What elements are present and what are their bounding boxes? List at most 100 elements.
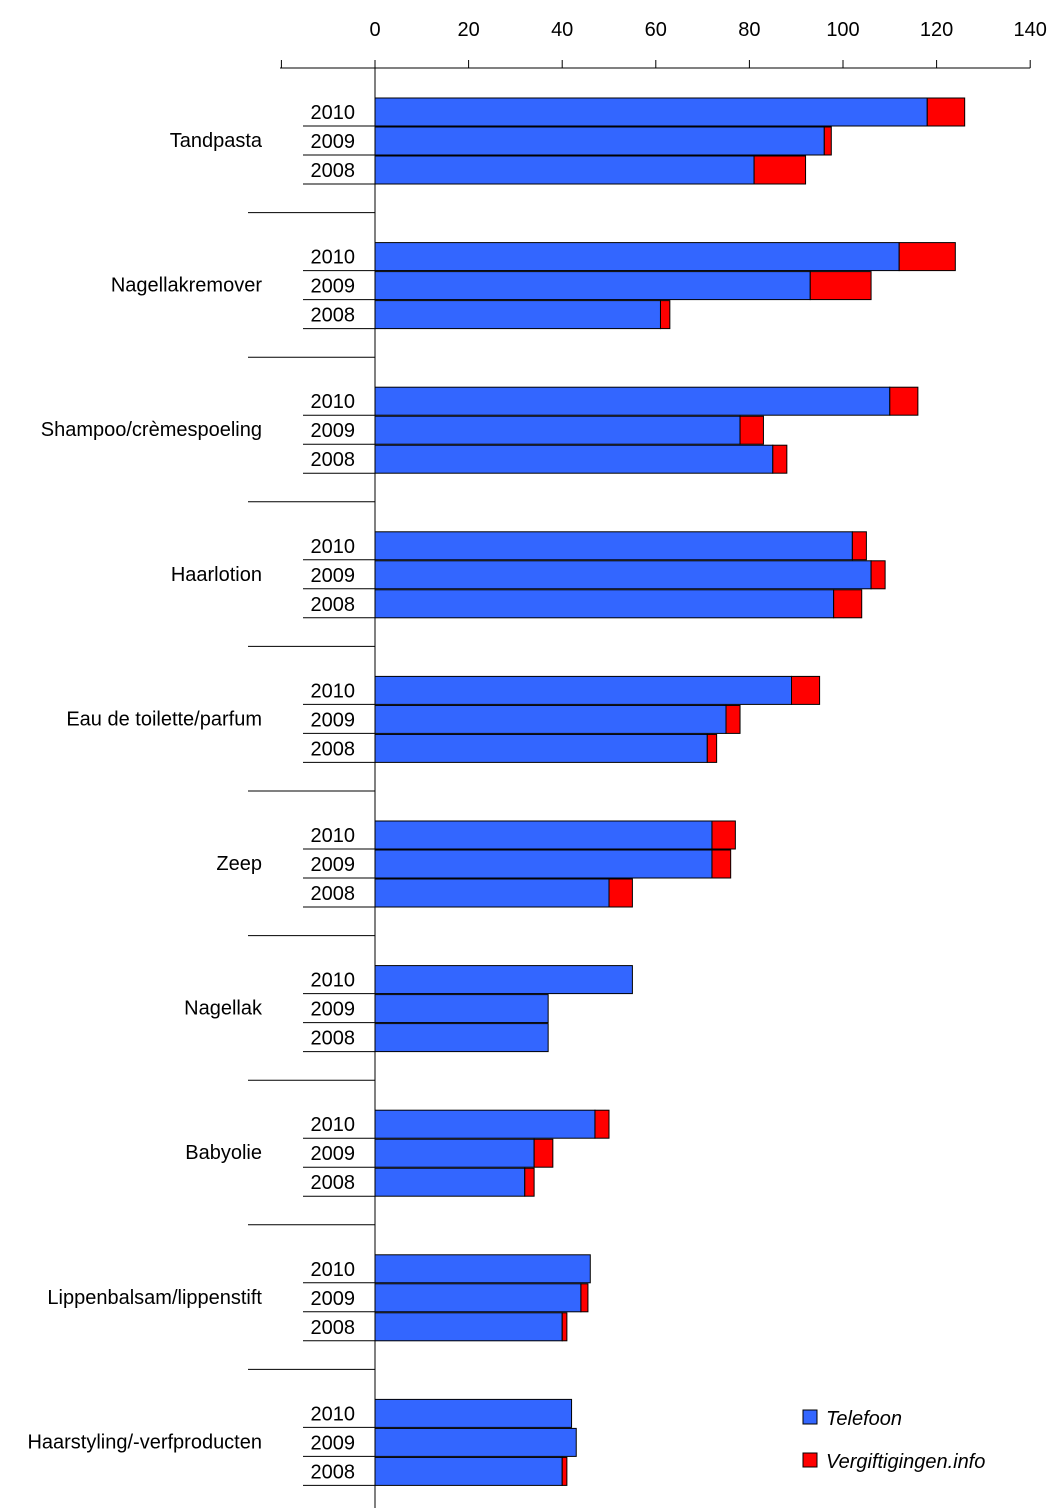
category-label: Shampoo/crèmespoeling [41,419,262,441]
year-label: 2008 [311,305,356,327]
legend-swatch-vergiftigingen [802,1452,818,1468]
x-tick-label: 20 [457,19,479,41]
bar-vergiftigingen [608,878,633,908]
year-label: 2010 [311,102,356,124]
category-label: Eau de toilette/parfum [66,708,262,730]
bar-telefoon [374,704,727,734]
bar-vergiftigingen [725,704,741,734]
category-label: Nagellak [184,998,263,1020]
x-tick-label: 100 [826,19,859,41]
year-label: 2010 [311,391,356,413]
year-label: 2010 [311,825,356,847]
year-label: 2010 [311,1403,356,1425]
category-label: Haarstyling/-verfproducten [27,1431,262,1453]
bar-telefoon [374,733,708,763]
year-label: 2008 [311,1461,356,1483]
bar-telefoon [374,820,713,850]
bar-telefoon [374,1023,549,1053]
bar-vergiftigingen [772,444,788,474]
bar-vergiftigingen [524,1167,535,1197]
year-label: 2009 [311,1288,356,1310]
bar-telefoon [374,1398,573,1428]
bar-vergiftigingen [533,1138,554,1168]
bar-telefoon [374,1254,591,1284]
bar-vergiftigingen [711,820,736,850]
bar-telefoon [374,531,853,561]
bar-telefoon [374,965,633,995]
x-tick-label: 40 [551,19,573,41]
bar-telefoon [374,1138,535,1168]
year-label: 2008 [311,1172,356,1194]
bar-telefoon [374,560,872,590]
bar-vergiftigingen [926,97,966,127]
category-label: Tandpasta [170,130,263,152]
year-label: 2010 [311,247,356,269]
year-label: 2009 [311,131,356,153]
bar-vergiftigingen [753,155,807,185]
bar-telefoon [374,1109,596,1139]
bar-vergiftigingen [851,531,867,561]
bar-vergiftigingen [833,589,863,619]
bar-telefoon [374,1167,526,1197]
bar-telefoon [374,675,793,705]
year-label: 2009 [311,999,356,1021]
year-label: 2008 [311,1317,356,1339]
year-label: 2009 [311,1143,356,1165]
bar-telefoon [374,878,610,908]
year-label: 2008 [311,449,356,471]
year-label: 2009 [311,854,356,876]
bar-vergiftigingen [823,126,832,156]
category-label: Zeep [216,853,262,875]
bar-vergiftigingen [594,1109,610,1139]
x-tick-label: 0 [369,19,380,41]
x-tick-label: 140 [1014,19,1047,41]
x-tick-label: 60 [645,19,667,41]
bar-telefoon [374,589,835,619]
year-label: 2009 [311,276,356,298]
category-label: Babyolie [185,1142,262,1164]
bar-vergiftigingen [561,1456,568,1486]
bar-telefoon [374,444,774,474]
bar-telefoon [374,155,755,185]
bars [374,97,966,1486]
legend-label-vergiftigingen: Vergiftigingen.info [826,1451,985,1473]
bar-vergiftigingen [739,415,764,445]
x-tick-label: 80 [738,19,760,41]
bar-telefoon [374,300,661,330]
year-label: 2010 [311,680,356,702]
category-label: Haarlotion [171,564,262,586]
year-label: 2010 [311,536,356,558]
bar-telefoon [374,1427,577,1457]
legend-swatch-telefoon [802,1409,818,1425]
bar-vergiftigingen [659,300,671,330]
year-label: 2009 [311,709,356,731]
bar-telefoon [374,1283,582,1313]
bar-telefoon [374,271,811,301]
bar-telefoon [374,415,741,445]
bar-vergiftigingen [561,1312,568,1342]
year-label: 2008 [311,160,356,182]
labels: Tandpasta 2010 2009 2008 Nagellakremover 2010… [27,102,375,1486]
year-label: 2010 [311,1259,356,1281]
bar-vergiftigingen [870,560,886,590]
bar-telefoon [374,126,825,156]
legend: Telefoon Vergiftigingen.info [802,1408,985,1473]
x-tick-label: 120 [920,19,953,41]
legend-label-telefoon: Telefoon [826,1408,902,1430]
bar-vergiftigingen [889,386,919,416]
bar-vergiftigingen [898,242,956,272]
bar-vergiftigingen [711,849,732,879]
bar-telefoon [374,849,713,879]
bar-telefoon [374,1312,563,1342]
year-label: 2008 [311,594,356,616]
year-label: 2009 [311,420,356,442]
year-label: 2008 [311,1028,356,1050]
year-label: 2008 [311,883,356,905]
bar-telefoon [374,1456,563,1486]
bar-telefoon [374,97,928,127]
year-label: 2008 [311,738,356,760]
bar-telefoon [374,242,900,272]
bar-vergiftigingen [791,675,821,705]
year-label: 2009 [311,1432,356,1454]
